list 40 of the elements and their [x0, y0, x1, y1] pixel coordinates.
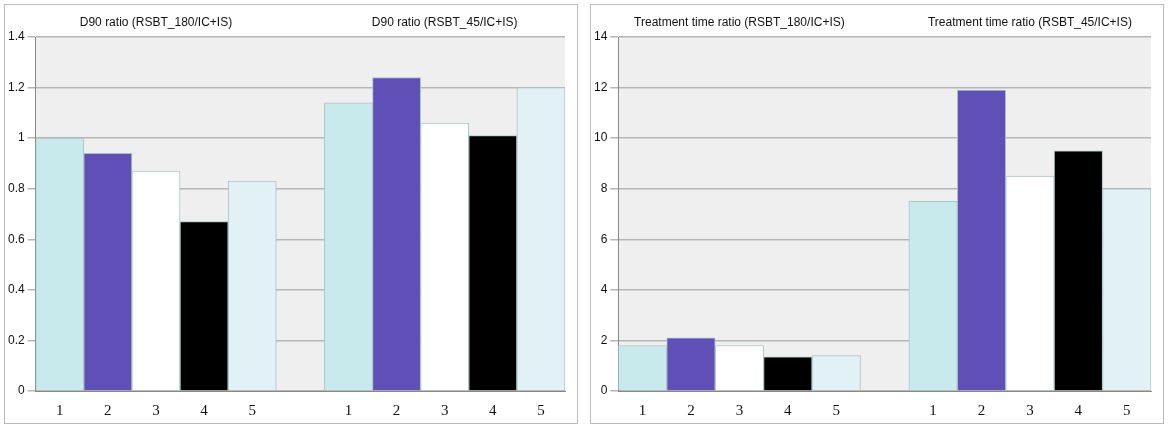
y-tick-label: 1: [17, 130, 25, 145]
y-tick-label: 8: [600, 181, 608, 196]
x-tick-label: 5: [248, 401, 256, 418]
text: D90 ratio (RSBT_180/IC+IS): [79, 15, 233, 30]
text: D90 ratio (RSBT_45/IC+IS): [371, 15, 518, 30]
x-tick-label: 3: [440, 401, 449, 418]
x-tick-label: 4: [200, 401, 209, 418]
x-tick-label: 4: [784, 401, 793, 418]
x-tick-label: 2: [392, 401, 401, 418]
x-tick-label: 4: [1074, 401, 1083, 418]
x-tick-label: 2: [687, 401, 695, 418]
x-tick-label: 3: [1026, 401, 1034, 418]
x-tick-label: 3: [735, 401, 744, 418]
x-tick-label: 2: [104, 401, 112, 418]
y-tick-label: 1.4: [7, 29, 25, 44]
text: Treatment time ratio (RSBT_45/IC+IS): [927, 15, 1132, 30]
x-tick-label: 5: [537, 401, 545, 418]
y-tick-label: 0: [17, 383, 25, 398]
y-tick-label: 12: [593, 79, 608, 94]
y-tick-label: 2: [600, 332, 608, 347]
x-tick-label: 1: [344, 401, 353, 418]
x-tick-label: 5: [832, 401, 840, 418]
y-tick-label: 0.8: [7, 181, 25, 196]
x-tick-label: 3: [152, 401, 160, 418]
text: Treatment time ratio (RSBT_180/IC+IS): [634, 15, 845, 30]
x-tick-label: 4: [489, 401, 498, 418]
y-tick-label: 0.2: [7, 332, 25, 347]
x-tick-label: 2: [977, 401, 986, 418]
x-tick-label: 1: [929, 401, 937, 418]
x-tick-label: 5: [1123, 401, 1131, 418]
y-tick-label: 0.6: [7, 231, 25, 246]
y-tick-label: 1.2: [7, 79, 25, 94]
y-tick-label: 14: [593, 29, 608, 44]
x-tick-label: 1: [55, 401, 64, 418]
x-tick-label: 1: [638, 401, 647, 418]
y-tick-label: 6: [600, 231, 608, 246]
y-tick-label: 4: [600, 282, 608, 297]
y-tick-label: 10: [593, 130, 608, 145]
y-tick-label: 0.4: [7, 282, 25, 297]
y-tick-label: 0: [600, 383, 608, 398]
